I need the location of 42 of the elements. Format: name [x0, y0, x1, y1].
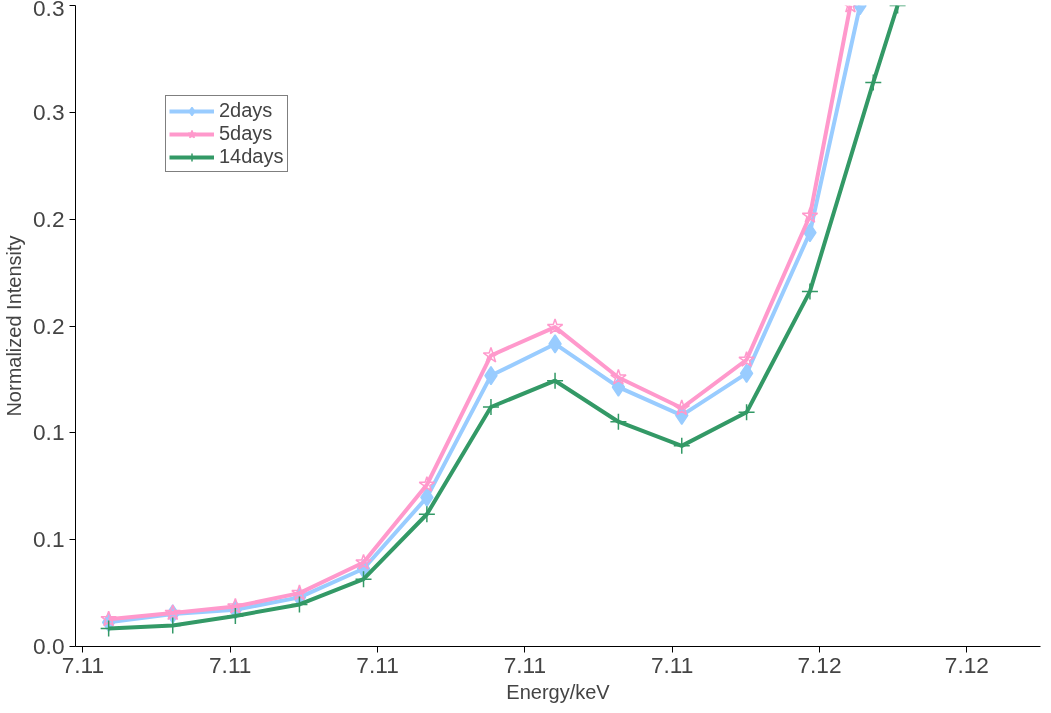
- point: [100, 610, 118, 627]
- y-tick-label: 0.1: [33, 419, 65, 446]
- x-tick-label: 7.11: [650, 651, 694, 678]
- point: [355, 553, 372, 570]
- point: [482, 346, 500, 363]
- point: [738, 351, 755, 367]
- point: [418, 476, 436, 492]
- point: [548, 334, 562, 354]
- point: [864, 73, 883, 92]
- point: [354, 570, 373, 588]
- point: [737, 403, 756, 422]
- point: [291, 584, 308, 601]
- x-axis-title: Energy/keV: [506, 680, 611, 703]
- point: [609, 412, 628, 431]
- point: [290, 595, 309, 614]
- x-tick-label: 7.12: [797, 651, 842, 678]
- y-tick-label: 0.2: [33, 205, 65, 232]
- point: [739, 363, 754, 384]
- y-tick-label: 0.1: [33, 526, 65, 553]
- x-tick-label: 7.11: [356, 651, 399, 678]
- legend-label: 5days: [219, 122, 273, 145]
- point: [801, 282, 819, 301]
- point: [673, 399, 691, 416]
- point: [673, 437, 691, 455]
- y-tick-label: 0.2: [33, 312, 65, 339]
- x-tick-label: 7.12: [944, 651, 989, 678]
- legend-label: 2days: [219, 99, 273, 122]
- point: [482, 398, 500, 416]
- y-axis-title: Normalized Intensity: [3, 235, 25, 417]
- point: [801, 207, 819, 223]
- point: [226, 607, 245, 625]
- point: [226, 597, 244, 614]
- y-tick-label: 0.0: [33, 633, 65, 659]
- y-tick-label: 0.3: [33, 98, 65, 125]
- point: [610, 368, 627, 385]
- point: [418, 505, 436, 523]
- point: [546, 371, 564, 390]
- legend-label: 14days: [219, 145, 284, 168]
- point: [546, 318, 564, 335]
- x-tick-label: 7.11: [208, 651, 252, 678]
- y-tick-label: 0.3: [33, 0, 65, 21]
- x-tick-label: 7.11: [503, 651, 547, 678]
